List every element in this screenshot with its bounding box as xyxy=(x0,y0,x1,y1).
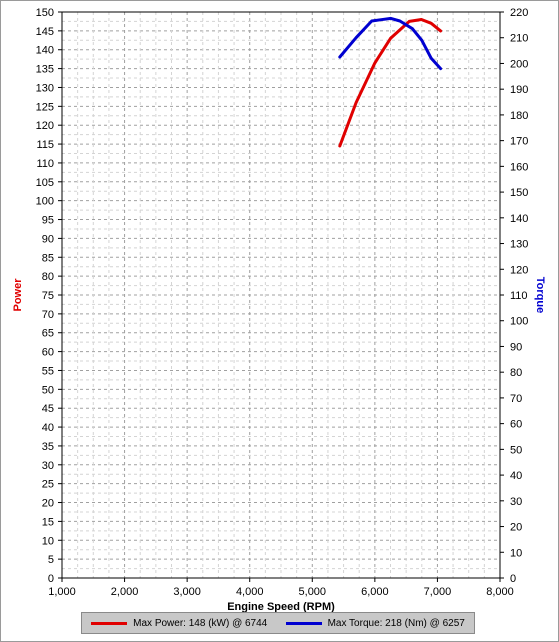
left-tick-label: 0 xyxy=(48,573,54,585)
legend-swatch-power xyxy=(91,621,128,625)
x-tick-label: 3,000 xyxy=(173,586,201,598)
right-tick-label: 60 xyxy=(510,419,522,431)
right-tick-label: 140 xyxy=(510,213,528,225)
left-tick-label: 125 xyxy=(36,101,54,113)
right-tick-label: 110 xyxy=(510,290,528,302)
right-tick-label: 40 xyxy=(510,470,522,482)
torque-series-line xyxy=(338,16,443,71)
legend-label-torque: Max Torque: 218 (Nm) @ 6257 xyxy=(327,617,465,629)
left-tick-label: 130 xyxy=(36,82,54,94)
right-tick-label: 50 xyxy=(510,444,522,456)
legend-item-torque: Max Torque: 218 (Nm) @ 6257 xyxy=(285,617,465,629)
left-tick-label: 5 xyxy=(48,554,54,566)
right-tick-label: 80 xyxy=(510,367,522,379)
left-tick-label: 80 xyxy=(42,271,54,283)
x-axis-title: Engine Speed (RPM) xyxy=(227,601,335,613)
right-tick-label: 180 xyxy=(510,110,528,122)
left-tick-label: 100 xyxy=(36,196,54,208)
left-tick-label: 150 xyxy=(36,7,54,19)
grid-layer xyxy=(61,11,501,579)
x-tick-label: 2,000 xyxy=(111,586,139,598)
x-tick-label: 5,000 xyxy=(299,586,327,598)
right-axis-title: Torque xyxy=(534,277,546,313)
left-tick-label: 65 xyxy=(42,328,54,340)
right-tick-label: 160 xyxy=(510,161,528,173)
right-tick-label: 20 xyxy=(510,522,522,534)
left-tick-label: 25 xyxy=(42,479,54,491)
right-tick-label: 30 xyxy=(510,496,522,508)
right-tick-label: 70 xyxy=(510,393,522,405)
legend-label-power: Max Power: 148 (kW) @ 6744 xyxy=(133,617,268,629)
left-tick-label: 60 xyxy=(42,347,54,359)
right-tick-label: 130 xyxy=(510,239,528,251)
left-tick-label: 120 xyxy=(36,120,54,132)
left-tick-label: 55 xyxy=(42,365,54,377)
left-axis-ticks: 0 5 10 15 20 25 30 35 40 45 50 55 60 65 70 75 80 85 90 95 10… xyxy=(36,7,62,585)
left-tick-label: 85 xyxy=(42,252,54,264)
series-layer xyxy=(338,16,443,148)
x-axis-ticks: 1,000 2,000 3,000 4,000 5,000 6,000 7,000 8,000 xyxy=(48,578,514,598)
right-tick-label: 190 xyxy=(510,84,528,96)
right-tick-label: 170 xyxy=(510,136,528,148)
x-tick-label: 6,000 xyxy=(361,586,389,598)
left-tick-label: 105 xyxy=(36,177,54,189)
left-tick-label: 75 xyxy=(42,290,54,302)
left-tick-label: 145 xyxy=(36,26,54,38)
right-tick-label: 220 xyxy=(510,7,528,19)
x-tick-label: 1,000 xyxy=(48,586,76,598)
x-tick-label: 4,000 xyxy=(236,586,264,598)
right-tick-label: 90 xyxy=(510,341,522,353)
left-tick-label: 70 xyxy=(42,309,54,321)
right-tick-label: 100 xyxy=(510,316,528,328)
x-tick-label: 7,000 xyxy=(424,586,452,598)
left-tick-label: 30 xyxy=(42,460,54,472)
left-tick-label: 40 xyxy=(42,422,54,434)
right-tick-label: 200 xyxy=(510,58,528,70)
right-tick-label: 150 xyxy=(510,187,528,199)
legend-swatch-torque xyxy=(285,621,322,625)
right-tick-label: 0 xyxy=(510,573,516,585)
right-tick-label: 10 xyxy=(510,547,522,559)
left-tick-label: 115 xyxy=(36,139,54,151)
legend: Max Power: 148 (kW) @ 6744 Max Torque: 2… xyxy=(81,612,475,634)
left-tick-label: 110 xyxy=(36,158,54,170)
right-axis-ticks: 0 10 20 30 40 50 60 70 80 90 100 110 120 130 140 150 160… xyxy=(500,7,528,585)
x-tick-label: 8,000 xyxy=(486,586,514,598)
left-tick-label: 140 xyxy=(36,45,54,57)
right-tick-label: 210 xyxy=(510,33,528,45)
left-tick-label: 45 xyxy=(42,403,54,415)
left-axis-title: Power xyxy=(12,278,24,312)
left-tick-label: 95 xyxy=(42,215,54,227)
left-tick-label: 20 xyxy=(42,498,54,510)
left-tick-label: 35 xyxy=(42,441,54,453)
legend-item-power: Max Power: 148 (kW) @ 6744 xyxy=(91,618,267,629)
power-series-line xyxy=(338,18,443,148)
right-tick-label: 120 xyxy=(510,264,528,276)
left-tick-label: 10 xyxy=(42,535,54,547)
left-tick-label: 50 xyxy=(42,384,54,396)
left-tick-label: 15 xyxy=(42,516,54,528)
left-tick-label: 135 xyxy=(36,64,54,76)
left-tick-label: 90 xyxy=(42,233,54,245)
